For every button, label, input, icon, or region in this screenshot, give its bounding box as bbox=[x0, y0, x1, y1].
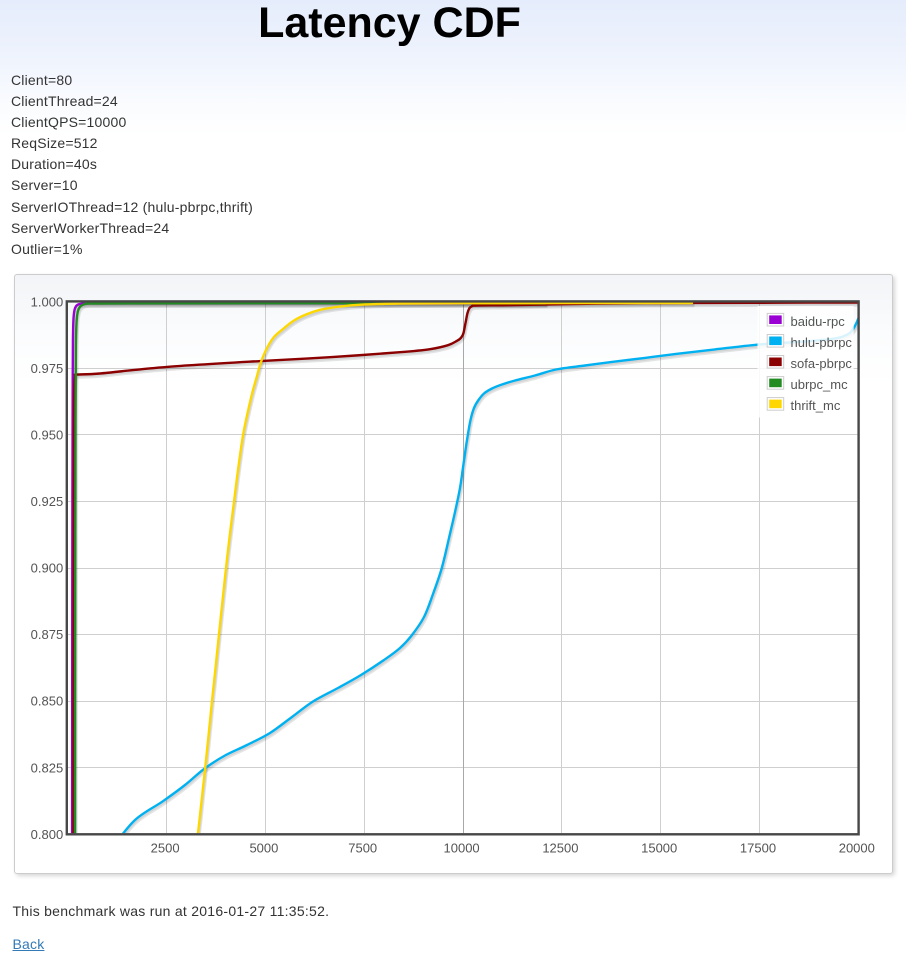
svg-text:0.975: 0.975 bbox=[31, 361, 64, 376]
svg-text:7500: 7500 bbox=[348, 840, 377, 855]
svg-text:hulu-pbrpc: hulu-pbrpc bbox=[791, 335, 853, 350]
svg-text:2500: 2500 bbox=[151, 840, 180, 855]
svg-text:1.000: 1.000 bbox=[31, 294, 64, 309]
svg-text:12500: 12500 bbox=[542, 840, 578, 855]
svg-text:0.950: 0.950 bbox=[31, 428, 64, 443]
svg-text:0.875: 0.875 bbox=[31, 627, 64, 642]
svg-text:0.850: 0.850 bbox=[31, 694, 64, 709]
svg-text:ubrpc_mc: ubrpc_mc bbox=[791, 377, 849, 392]
svg-text:5000: 5000 bbox=[249, 840, 278, 855]
svg-text:thrift_mc: thrift_mc bbox=[791, 398, 841, 413]
svg-text:17500: 17500 bbox=[740, 840, 776, 855]
svg-text:10000: 10000 bbox=[444, 840, 480, 855]
svg-text:20000: 20000 bbox=[839, 840, 875, 855]
svg-text:0.800: 0.800 bbox=[31, 827, 64, 842]
svg-text:0.825: 0.825 bbox=[31, 760, 64, 775]
svg-text:0.925: 0.925 bbox=[31, 494, 64, 509]
svg-text:0.900: 0.900 bbox=[31, 561, 64, 576]
svg-text:sofa-pbrpc: sofa-pbrpc bbox=[791, 356, 853, 371]
svg-text:15000: 15000 bbox=[641, 840, 677, 855]
svg-text:baidu-rpc: baidu-rpc bbox=[791, 314, 846, 329]
